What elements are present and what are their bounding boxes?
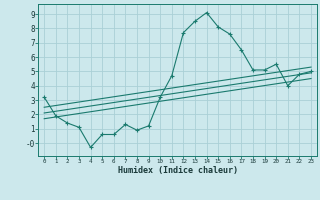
X-axis label: Humidex (Indice chaleur): Humidex (Indice chaleur) — [118, 166, 238, 175]
